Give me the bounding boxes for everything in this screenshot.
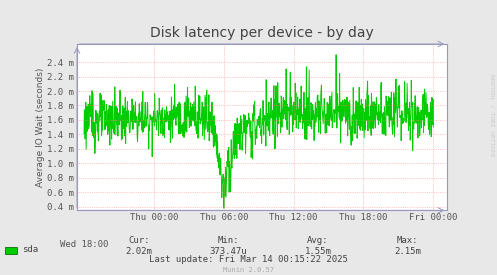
Text: 373.47u: 373.47u [210,247,248,255]
Text: Min:: Min: [218,236,240,245]
Text: 2.02m: 2.02m [126,247,153,255]
Text: 2.15m: 2.15m [394,247,421,255]
Text: Munin 2.0.57: Munin 2.0.57 [223,267,274,273]
Text: 1.55m: 1.55m [305,247,331,255]
Text: Wed 18:00: Wed 18:00 [60,240,108,249]
Y-axis label: Average IO Wait (seconds): Average IO Wait (seconds) [36,67,45,187]
Text: Cur:: Cur: [128,236,150,245]
Title: Disk latency per device - by day: Disk latency per device - by day [150,26,374,40]
Text: RRDTOOL / TOBI OETIKER: RRDTOOL / TOBI OETIKER [490,74,495,157]
Text: sda: sda [22,246,38,254]
Text: Last update: Fri Mar 14 00:15:22 2025: Last update: Fri Mar 14 00:15:22 2025 [149,255,348,264]
Text: Avg:: Avg: [307,236,329,245]
Text: Max:: Max: [397,236,418,245]
